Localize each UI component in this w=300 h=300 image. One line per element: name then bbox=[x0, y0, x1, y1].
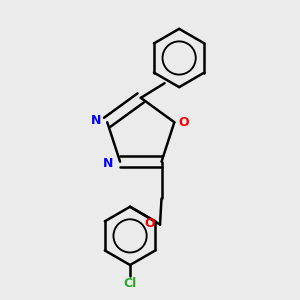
Text: Cl: Cl bbox=[123, 277, 137, 290]
Text: O: O bbox=[144, 217, 154, 230]
Text: N: N bbox=[90, 114, 101, 127]
Text: O: O bbox=[179, 116, 190, 129]
Text: N: N bbox=[103, 157, 114, 170]
